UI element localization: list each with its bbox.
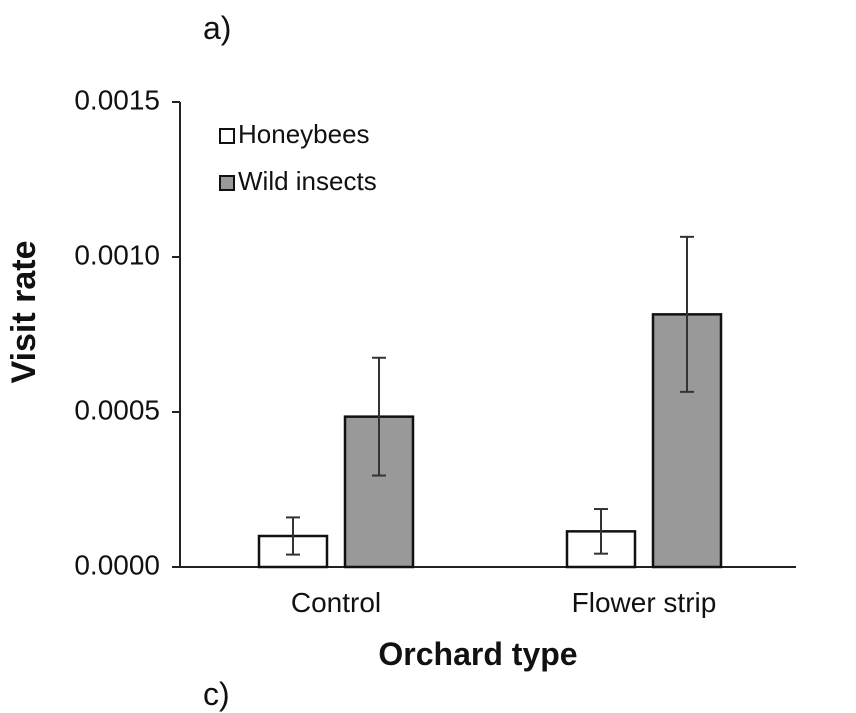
x-tick-label: Flower strip: [572, 587, 717, 618]
x-tick-label: Control: [291, 587, 381, 618]
legend-swatch: [219, 128, 235, 144]
y-tick-label: 0.0010: [74, 239, 160, 270]
panel-label-a: a): [203, 10, 232, 46]
y-tick-label: 0.0000: [74, 549, 160, 580]
legend-swatch: [219, 175, 235, 191]
legend-label: Honeybees: [238, 119, 370, 149]
x-axis-label: Orchard type: [378, 636, 577, 672]
y-axis-label: Visit rate: [5, 240, 43, 383]
y-tick-label: 0.0015: [74, 84, 160, 115]
y-tick-label: 0.0005: [74, 394, 160, 425]
legend-label: Wild insects: [238, 166, 377, 196]
